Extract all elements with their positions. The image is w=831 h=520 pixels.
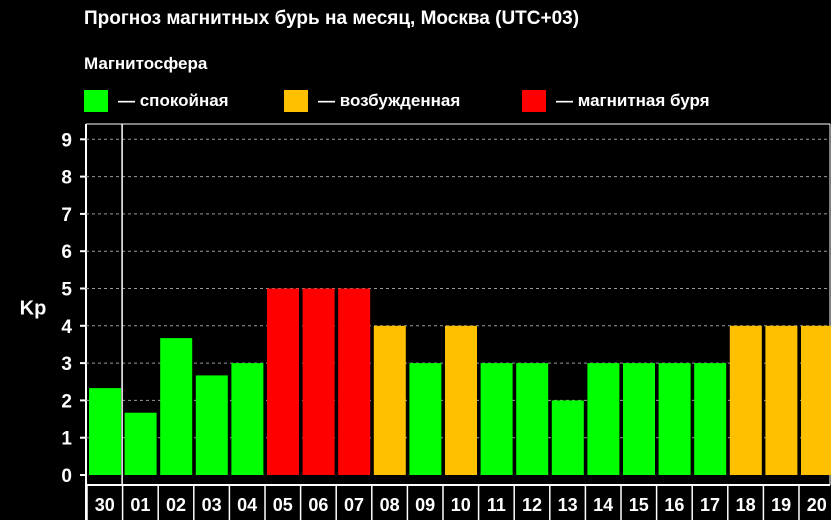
chart-title: Прогноз магнитных бурь на месяц, Москва … — [84, 8, 580, 29]
x-tick-label-20: 20 — [807, 495, 827, 515]
y-tick-label: 3 — [61, 354, 72, 375]
bar-19 — [765, 325, 798, 475]
x-tick-label-13: 13 — [558, 495, 578, 515]
x-tick-label-16: 16 — [664, 495, 684, 515]
bar-15 — [623, 363, 655, 475]
legend-item-excited: — возбужденная — [284, 90, 460, 112]
bar-08 — [373, 325, 406, 475]
bar-04 — [231, 363, 264, 475]
y-tick-label: 9 — [61, 130, 72, 151]
bar-20 — [801, 325, 831, 475]
bar-10 — [445, 325, 477, 475]
bar-07 — [338, 288, 371, 475]
x-tick-label-05: 05 — [273, 495, 293, 515]
y-tick-label: 0 — [61, 466, 72, 487]
bar-18 — [729, 325, 762, 475]
bar-13 — [551, 400, 584, 475]
y-tick-label: 8 — [61, 168, 72, 189]
legend-item-storm: — магнитная буря — [522, 90, 710, 112]
bar-09 — [409, 363, 442, 475]
x-tick-label-19: 19 — [771, 495, 791, 515]
y-axis-label: Kp — [20, 298, 47, 320]
bar-03 — [195, 375, 228, 475]
bar-01 — [124, 412, 157, 475]
x-tick-label-30: 30 — [95, 495, 115, 515]
bar-17 — [694, 363, 727, 475]
bar-02 — [160, 338, 193, 475]
bar-12 — [516, 363, 549, 475]
bar-16 — [658, 363, 691, 475]
x-tick-label-11: 11 — [487, 495, 506, 515]
bar-14 — [587, 363, 620, 475]
legend-swatch-storm — [522, 90, 546, 112]
legend-title: Магнитосфера — [84, 54, 208, 73]
x-tick-label-04: 04 — [237, 495, 257, 515]
y-tick-label: 4 — [61, 317, 72, 338]
y-tick-label: 2 — [61, 391, 72, 412]
x-tick-label-18: 18 — [736, 495, 756, 515]
legend-label-excited: — возбужденная — [318, 91, 461, 110]
legend-label-calm: — спокойная — [118, 91, 229, 110]
x-tick-label-03: 03 — [202, 495, 222, 515]
x-tick-label-08: 08 — [380, 495, 400, 515]
x-tick-label-07: 07 — [344, 495, 364, 515]
legend-label-storm: — магнитная буря — [556, 91, 710, 110]
y-tick-label: 6 — [61, 242, 72, 263]
bar-30 — [89, 388, 121, 475]
x-tick-label-06: 06 — [308, 495, 328, 515]
x-tick-label-02: 02 — [166, 495, 186, 515]
bar-05 — [267, 288, 299, 475]
bar-11 — [480, 363, 513, 475]
x-tick-label-10: 10 — [451, 495, 471, 515]
legend-swatch-calm — [84, 90, 108, 112]
x-tick-label-14: 14 — [593, 495, 613, 515]
y-tick-label: 7 — [61, 205, 72, 226]
x-tick-label-17: 17 — [700, 495, 720, 515]
legend-swatch-excited — [284, 90, 308, 112]
bar-06 — [302, 288, 335, 475]
x-tick-label-12: 12 — [522, 495, 542, 515]
legend-item-calm: — спокойная — [84, 90, 229, 112]
y-tick-label: 1 — [61, 429, 72, 450]
x-tick-label-01: 01 — [130, 495, 150, 515]
y-tick-label: 5 — [61, 280, 72, 301]
x-tick-label-09: 09 — [415, 495, 435, 515]
x-tick-label-15: 15 — [629, 495, 649, 515]
